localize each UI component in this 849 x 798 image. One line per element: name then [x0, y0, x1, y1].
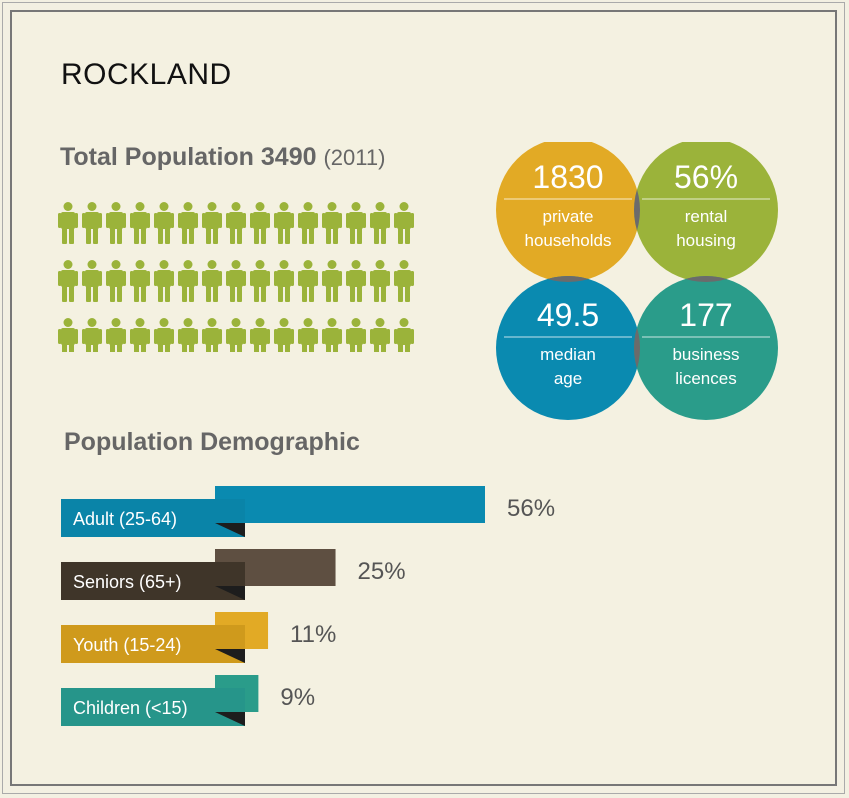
stat-value: 49.5	[537, 297, 599, 333]
stat-label-line1: business	[672, 345, 739, 364]
page-title: ROCKLAND	[61, 58, 232, 91]
person-icon	[274, 202, 294, 244]
person-icon	[178, 202, 198, 244]
stats-venn: 1830 private households 56% rental housing 49.…	[496, 142, 778, 420]
person-icon	[250, 318, 270, 352]
stat-value: 56%	[674, 159, 738, 195]
person-icon	[346, 260, 366, 302]
stat-circle	[634, 276, 778, 420]
stat-circle	[634, 142, 778, 282]
person-icon	[394, 202, 414, 244]
person-icon	[346, 202, 366, 244]
person-icon	[130, 202, 150, 244]
person-icon	[154, 260, 174, 302]
person-icon	[202, 260, 222, 302]
person-icon	[58, 260, 78, 302]
demographic-heading: Population Demographic	[64, 428, 360, 456]
person-icon	[154, 318, 174, 352]
person-icon	[322, 318, 342, 352]
person-icon	[106, 260, 126, 302]
person-icon	[370, 202, 390, 244]
person-icon	[82, 318, 102, 352]
person-icon	[226, 318, 246, 352]
person-icon	[250, 202, 270, 244]
person-icon	[370, 318, 390, 352]
stat-label-line1: rental	[685, 207, 728, 226]
stat-label-line1: median	[540, 345, 596, 364]
person-icon	[226, 202, 246, 244]
stat-label-line2: age	[554, 369, 582, 388]
person-icon	[178, 318, 198, 352]
population-label: Total Population 3490	[60, 143, 317, 171]
stat-circle	[496, 276, 640, 420]
stat-label-line1: private	[542, 207, 593, 226]
stat-value: 1830	[532, 159, 603, 195]
person-icon	[178, 260, 198, 302]
stat-label-line2: households	[525, 231, 612, 250]
person-icon	[106, 318, 126, 352]
person-icon	[346, 318, 366, 352]
person-icon	[274, 318, 294, 352]
stat-label-line2: licences	[675, 369, 736, 388]
person-icon	[226, 260, 246, 302]
person-icon	[298, 318, 318, 352]
stat-label-line2: housing	[676, 231, 736, 250]
population-icons	[58, 202, 414, 352]
population-year: (2011)	[323, 145, 386, 170]
person-icon	[394, 318, 414, 352]
person-icon	[250, 260, 270, 302]
person-icon	[58, 202, 78, 244]
person-icon	[298, 260, 318, 302]
person-icon	[202, 318, 222, 352]
person-icon	[274, 260, 294, 302]
person-icon	[394, 260, 414, 302]
person-icon	[130, 318, 150, 352]
person-icon	[82, 260, 102, 302]
stat-circle	[496, 142, 640, 282]
person-icon	[154, 202, 174, 244]
person-icon	[58, 318, 78, 352]
person-icon	[370, 260, 390, 302]
person-icon	[322, 260, 342, 302]
population-heading: Total Population 3490 (2011)	[60, 143, 385, 172]
person-icon	[82, 202, 102, 244]
stat-value: 177	[679, 297, 732, 333]
person-icon	[322, 202, 342, 244]
person-icon	[202, 202, 222, 244]
person-icon	[298, 202, 318, 244]
person-icon	[130, 260, 150, 302]
person-icon	[106, 202, 126, 244]
